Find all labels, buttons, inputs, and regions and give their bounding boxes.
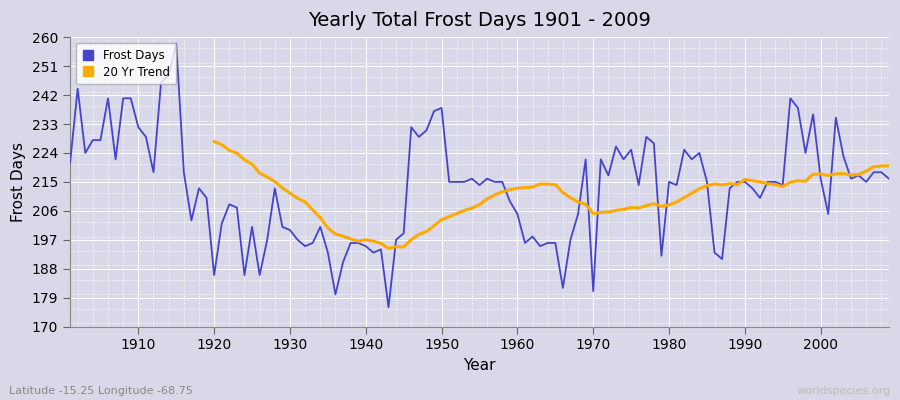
20 Yr Trend <box>687 191 698 196</box>
20 Yr Trend <box>793 178 804 183</box>
Y-axis label: Frost Days: Frost Days <box>11 142 26 222</box>
Text: Latitude -15.25 Longitude -68.75: Latitude -15.25 Longitude -68.75 <box>9 386 193 396</box>
Frost Days <box>527 234 538 239</box>
20 Yr Trend <box>421 229 432 234</box>
Frost Days <box>65 160 76 165</box>
20 Yr Trend <box>209 139 220 144</box>
Frost Days <box>300 244 310 248</box>
20 Yr Trend <box>778 184 788 189</box>
20 Yr Trend <box>860 169 871 174</box>
Frost Days <box>383 305 394 310</box>
Legend: Frost Days, 20 Yr Trend: Frost Days, 20 Yr Trend <box>76 43 176 84</box>
Frost Days <box>346 240 356 245</box>
Frost Days <box>125 96 136 101</box>
Frost Days <box>618 157 629 162</box>
20 Yr Trend <box>383 246 394 251</box>
Frost Days <box>884 176 895 181</box>
20 Yr Trend <box>884 164 895 168</box>
Line: 20 Yr Trend: 20 Yr Trend <box>214 142 889 248</box>
X-axis label: Year: Year <box>464 358 496 373</box>
Text: worldspecies.org: worldspecies.org <box>796 386 891 396</box>
Frost Days <box>519 240 530 245</box>
Line: Frost Days: Frost Days <box>70 44 889 307</box>
20 Yr Trend <box>300 200 310 204</box>
Frost Days <box>171 41 182 46</box>
Title: Yearly Total Frost Days 1901 - 2009: Yearly Total Frost Days 1901 - 2009 <box>308 11 651 30</box>
